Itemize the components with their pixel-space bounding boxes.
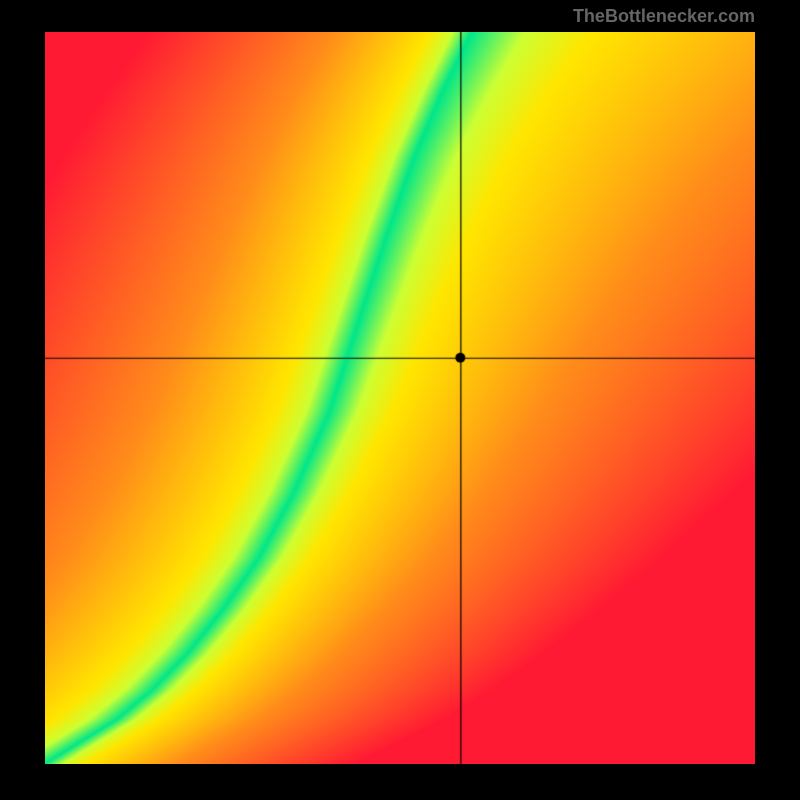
chart-container: TheBottlenecker.com xyxy=(0,0,800,800)
watermark-text: TheBottlenecker.com xyxy=(573,6,755,27)
bottleneck-heatmap xyxy=(45,32,755,764)
